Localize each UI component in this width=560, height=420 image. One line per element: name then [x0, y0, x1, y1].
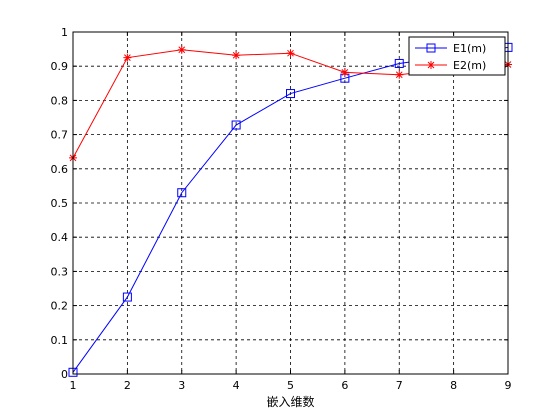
- y-tick-label: 1: [61, 26, 68, 39]
- y-tick-label: 0.9: [51, 60, 69, 73]
- data-point-2: [395, 70, 404, 79]
- x-tick-label: 5: [287, 379, 294, 392]
- data-point-2: [232, 51, 241, 60]
- x-tick-label: 4: [233, 379, 240, 392]
- legend-entry-2: E2(m): [453, 59, 486, 72]
- y-tick-label: 0.3: [51, 265, 69, 278]
- y-tick-label: 0.8: [51, 94, 69, 107]
- data-point-1: [177, 188, 187, 198]
- y-tick-label: 0: [61, 368, 68, 381]
- y-tick-label: 0.6: [51, 163, 69, 176]
- y-tick-label: 0.7: [51, 129, 69, 142]
- x-tick-label: 7: [396, 379, 403, 392]
- data-point-1: [394, 58, 404, 68]
- legend-marker: [426, 43, 436, 53]
- y-tick-label: 0.2: [51, 300, 69, 313]
- x-tick-label: 3: [178, 379, 185, 392]
- x-tick-label: 6: [341, 379, 348, 392]
- y-tick-label: 0.5: [51, 197, 69, 210]
- data-point-2: [123, 53, 132, 62]
- data-point-1: [231, 120, 241, 130]
- x-axis-label: 嵌入维数: [266, 394, 314, 409]
- data-point-1: [286, 89, 295, 99]
- legend-entry-1: E1(m): [453, 42, 486, 55]
- data-point-2: [340, 68, 349, 77]
- x-tick-label: 9: [505, 379, 512, 392]
- legend: E1(m) E2(m): [408, 36, 506, 76]
- legend-marker: [427, 61, 435, 69]
- data-point-2: [286, 49, 295, 58]
- x-tick-label: 8: [450, 379, 457, 392]
- legend-box: [408, 36, 506, 76]
- data-point-2: [177, 45, 186, 54]
- x-tick-label: 2: [124, 379, 131, 392]
- data-point-1: [122, 292, 132, 302]
- x-tick-label: 1: [70, 379, 77, 392]
- y-tick-label: 0.1: [51, 334, 69, 347]
- axis-ticks: 1 2 3 4 5 6 7 8 9 0 0.1 0.2 0.3 0.4 0.5 0.6 0.7 0.8 0.9 1: [51, 26, 512, 392]
- y-tick-label: 0.4: [51, 231, 69, 244]
